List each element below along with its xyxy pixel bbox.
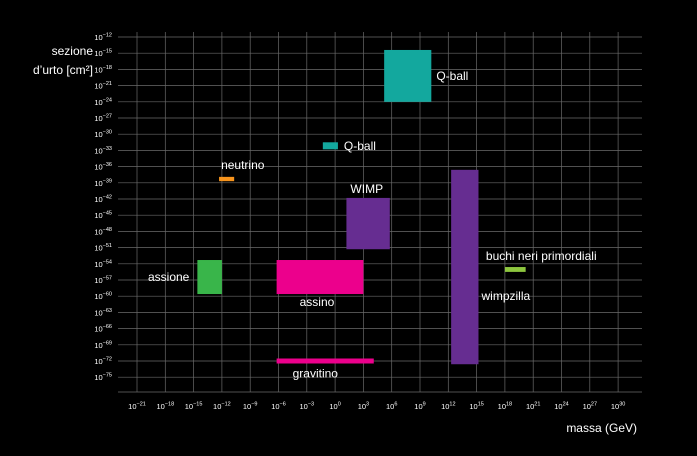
x-tick-label: 100 bbox=[329, 402, 340, 412]
region-buchi-neri-primordiali bbox=[504, 267, 526, 272]
x-tick-label: 10−3 bbox=[299, 402, 314, 412]
y-tick-label: 10−69 bbox=[94, 340, 112, 350]
x-tick-label: 1015 bbox=[469, 402, 483, 412]
region-assione bbox=[197, 260, 222, 295]
y-tick-labels: 10−12 10−15 10−18 10−21 10−24 10−27 10−30 10−33… bbox=[94, 33, 112, 383]
x-tick-label: 1012 bbox=[441, 402, 455, 412]
region-neutrino bbox=[219, 176, 235, 182]
region-label: Q-ball bbox=[436, 69, 468, 83]
region-labels: Q-ball Q-ball neutrino WIMP assione assino gra… bbox=[148, 69, 597, 381]
y-tick-label: 10−75 bbox=[94, 373, 112, 383]
y-tick-label: 10−27 bbox=[94, 114, 112, 124]
y-tick-label: 10−48 bbox=[94, 227, 112, 237]
x-tick-label: 1024 bbox=[554, 402, 568, 412]
y-tick-label: 10−36 bbox=[94, 162, 112, 172]
x-tick-label: 103 bbox=[358, 402, 369, 412]
region-label: wimpzilla bbox=[480, 289, 530, 303]
region-label: Q-ball bbox=[344, 139, 376, 153]
y-tick-label: 10−42 bbox=[94, 195, 112, 205]
region-q-ball bbox=[322, 142, 338, 150]
region-label: assino bbox=[300, 295, 335, 309]
y-tick-label: 10−12 bbox=[94, 33, 112, 43]
x-tick-label: 10−21 bbox=[128, 402, 146, 412]
region-q-ball bbox=[384, 49, 432, 102]
x-tick-label: 109 bbox=[414, 402, 425, 412]
region-label: neutrino bbox=[221, 158, 265, 172]
y-tick-label: 10−15 bbox=[94, 49, 112, 59]
y-tick-label: 10−39 bbox=[94, 178, 112, 188]
region-label: assione bbox=[148, 270, 190, 284]
region-wimp bbox=[346, 197, 390, 250]
x-tick-label: 10−12 bbox=[213, 402, 231, 412]
y-tick-label: 10−51 bbox=[94, 243, 112, 253]
x-tick-label: 106 bbox=[386, 402, 397, 412]
x-tick-label: 1030 bbox=[611, 402, 625, 412]
y-tick-label: 10−33 bbox=[94, 146, 112, 156]
region-label: WIMP bbox=[350, 182, 383, 196]
y-tick-label: 10−72 bbox=[94, 357, 112, 367]
y-tick-label: 10−60 bbox=[94, 292, 112, 302]
y-tick-label: 10−30 bbox=[94, 130, 112, 140]
regions bbox=[197, 49, 526, 365]
y-axis-label-line2: d’urto [cm²] bbox=[33, 63, 93, 77]
x-tick-labels: 10−21 10−18 10−15 10−12 10−9 10−6 10−3 100 103 10… bbox=[128, 402, 625, 412]
region-label: gravitino bbox=[293, 367, 339, 381]
y-tick-label: 10−18 bbox=[94, 65, 112, 75]
y-tick-label: 10−54 bbox=[94, 259, 112, 269]
y-tick-label: 10−21 bbox=[94, 81, 112, 91]
region-label: buchi neri primordiali bbox=[486, 249, 597, 263]
x-tick-label: 1021 bbox=[526, 402, 540, 412]
region-gravitino bbox=[276, 358, 374, 364]
x-tick-label: 1027 bbox=[583, 402, 597, 412]
y-tick-label: 10−57 bbox=[94, 276, 112, 286]
region-wimpzilla bbox=[451, 169, 479, 365]
x-tick-label: 10−15 bbox=[185, 402, 203, 412]
y-tick-label: 10−45 bbox=[94, 211, 112, 221]
y-tick-label: 10−24 bbox=[94, 97, 112, 107]
x-tick-label: 10−6 bbox=[271, 402, 286, 412]
x-tick-label: 10−9 bbox=[243, 402, 258, 412]
x-axis-label: massa (GeV) bbox=[566, 421, 637, 435]
x-tick-label: 1018 bbox=[498, 402, 512, 412]
x-tick-label: 10−18 bbox=[156, 402, 174, 412]
y-tick-label: 10−66 bbox=[94, 324, 112, 334]
y-axis-label-line1: sezione bbox=[52, 44, 94, 58]
region-assino bbox=[276, 260, 364, 295]
y-tick-label: 10−63 bbox=[94, 308, 112, 318]
